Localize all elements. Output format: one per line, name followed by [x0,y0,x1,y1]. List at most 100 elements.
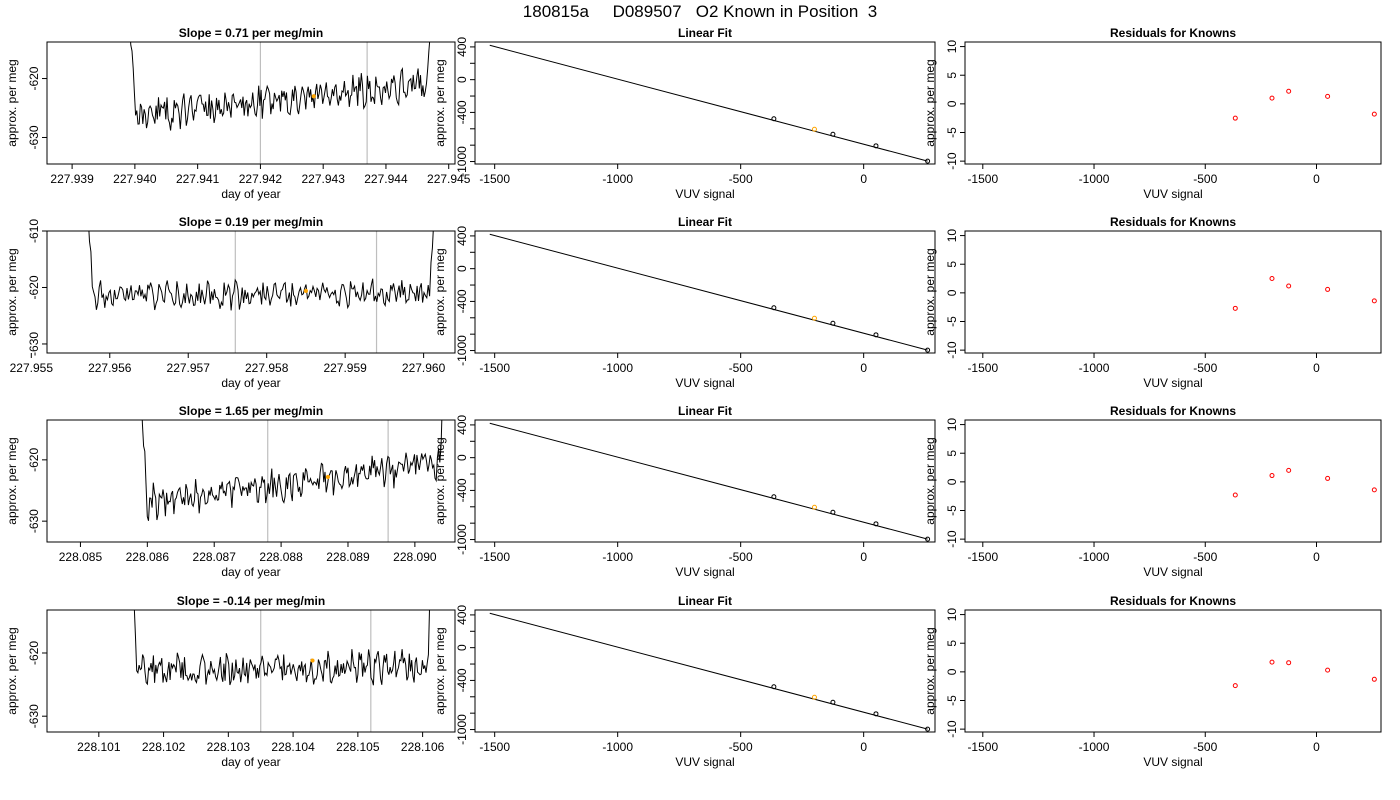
x-tick-label: 227.958 [245,361,289,375]
plot-area [141,420,443,542]
x-tick-label: -500 [729,550,753,564]
x-tick-label: 228.102 [142,740,186,754]
fit-point [771,684,777,690]
panel-resid-2: Residuals for Knowns -1500 -1000 -500 0 10 5 0 -… [923,215,1382,390]
x-tick-label: -500 [1193,740,1217,754]
y-axis-label: approx. per meg [5,627,19,714]
x-tick-label: -1000 [1079,740,1110,754]
fit-line [489,44,928,162]
y-tick-label: 5 [945,450,959,457]
x-tick-label: 227.939 [50,172,94,186]
x-tick-label: 228.101 [77,740,121,754]
panel-trace-3: Slope = 1.65 per meg/min 228.085 228.086 22… [5,404,456,579]
y-tick-label: -630 [27,704,41,728]
x-tick-label: -1500 [967,361,998,375]
plot-frame [46,230,456,354]
fit-point [771,494,777,500]
y-tick-label: -1000 [455,714,469,745]
panel-fit-2: Linear Fit -1500 -1000 -500 0 400 0 -400 -1000 VU… [433,215,936,390]
x-tick-label: -1500 [479,550,510,564]
fit-point [830,699,836,705]
fit-point [811,315,817,321]
y-tick-label: -610 [27,219,41,243]
fit-point [811,504,817,510]
residual-point [1232,492,1238,498]
y-axis-label: approx. per meg [433,59,447,146]
plot-frame [964,230,1382,354]
residual-point [1269,659,1275,665]
y-tick-label: -400 [455,478,469,502]
x-tick-label: 227.957 [167,361,211,375]
highlight-point [311,94,316,99]
fit-point [873,521,879,527]
x-axis-label: day of year [221,755,280,769]
data-trace [88,231,434,311]
plot-frame [474,419,936,543]
residual-point [1269,95,1275,101]
x-tick-label: 228.106 [401,740,445,754]
y-axis-label: approx. per meg [923,59,937,146]
x-tick-label: 0 [1313,740,1320,754]
fit-point [771,305,777,311]
y-tick-label: -1000 [455,524,469,555]
y-tick-label: 5 [945,72,959,79]
x-tick-label: -1500 [479,172,510,186]
y-axis-label: approx. per meg [5,437,19,524]
x-tick-label: 227.955 [10,361,54,375]
plot-frame [46,419,456,543]
residual-point [1286,283,1292,289]
y-tick-label: 0 [455,265,469,272]
x-tick-label: -500 [1193,550,1217,564]
fit-line [489,612,928,730]
data-trace [130,42,431,131]
panel-title: Residuals for Knowns [1110,26,1236,40]
residual-point [1232,305,1238,311]
data-trace [133,610,430,686]
x-axis-label: day of year [221,565,280,579]
y-tick-label: 10 [945,229,959,243]
x-tick-label: 227.945 [427,172,471,186]
x-tick-label: -1500 [967,550,998,564]
x-tick-label: 227.943 [301,172,345,186]
y-tick-label: 0 [945,478,959,485]
y-axis-label: approx. per meg [433,248,447,335]
panel-title: Slope = 0.71 per meg/min [179,26,323,40]
residual-point [1371,298,1377,304]
y-axis-label: approx. per meg [433,627,447,714]
y-tick-label: 5 [945,261,959,268]
fit-point [771,116,777,122]
x-tick-label: 227.940 [113,172,157,186]
fit-point [925,536,931,542]
x-axis-label: VUV signal [1143,755,1202,769]
panel-title: Slope = 0.19 per meg/min [179,215,323,229]
residual-point [1325,93,1331,99]
panel-title: Slope = -0.14 per meg/min [177,594,325,608]
x-tick-label: 228.086 [126,550,170,564]
fit-point [925,726,931,732]
x-tick-label: 228.090 [393,550,437,564]
plot-frame [964,419,1382,543]
x-tick-label: 228.105 [336,740,380,754]
x-tick-label: -500 [729,740,753,754]
y-tick-label: -5 [945,505,959,516]
panel-title: Residuals for Knowns [1110,594,1236,608]
x-tick-label: -1500 [479,740,510,754]
panel-title: Slope = 1.65 per meg/min [179,404,323,418]
panel-fit-3: Linear Fit -1500 -1000 -500 0 400 0 -400 -1000 VU… [433,404,936,579]
y-tick-label: 0 [945,668,959,675]
x-tick-label: 228.088 [259,550,303,564]
x-axis-label: VUV signal [1143,376,1202,390]
panel-title: Linear Fit [678,26,732,40]
x-tick-label: 0 [860,172,867,186]
highlight-point [303,288,309,293]
x-axis-label: day of year [221,376,280,390]
plot-frame [964,609,1382,733]
x-tick-label: 0 [860,740,867,754]
plot-area [489,422,931,542]
y-tick-label: -10 [945,152,959,170]
x-axis-label: VUV signal [675,755,734,769]
x-tick-label: 227.959 [323,361,367,375]
y-tick-label: -1000 [455,146,469,177]
fit-line [489,233,928,351]
residual-point [1371,676,1377,682]
